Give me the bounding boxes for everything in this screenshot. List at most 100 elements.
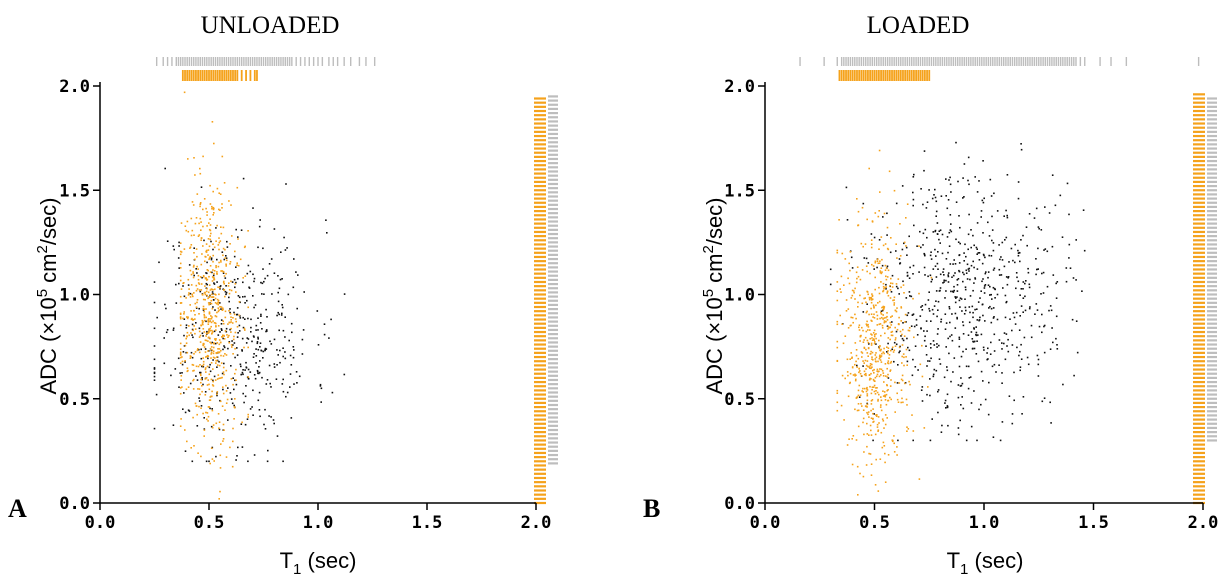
scatter-point-orange — [204, 351, 207, 353]
scatter-point-orange — [198, 222, 200, 225]
scatter-point-black — [252, 273, 254, 276]
scatter-point-black — [253, 353, 255, 355]
scatter-point-orange — [855, 281, 858, 284]
scatter-point-orange — [190, 318, 193, 321]
scatter-point-orange — [895, 310, 898, 313]
scatter-point-black — [243, 401, 245, 404]
scatter-point-orange — [867, 365, 869, 368]
scatter-point-orange — [211, 121, 214, 123]
scatter-point-orange — [209, 337, 211, 340]
scatter-point-orange — [180, 288, 183, 290]
scatter-point-black — [263, 293, 265, 295]
scatter-point-orange — [206, 269, 209, 271]
scatter-point-black — [959, 306, 961, 308]
scatter-point-black — [955, 141, 957, 144]
scatter-point-orange — [864, 297, 866, 299]
scatter-point-orange — [892, 351, 895, 353]
scatter-point-orange — [207, 318, 210, 320]
scatter-point-orange — [179, 425, 182, 427]
scatter-point-orange — [888, 170, 891, 173]
scatter-point-orange — [879, 406, 882, 408]
panel-b-x-axis-label: T1 (sec) — [947, 548, 1024, 576]
scatter-point-orange — [185, 229, 188, 232]
scatter-point-black — [1056, 344, 1058, 346]
scatter-point-orange — [882, 351, 885, 353]
x-tick-label: 0.0 — [750, 513, 781, 533]
scatter-point-black — [278, 313, 280, 316]
scatter-point-orange — [885, 375, 887, 377]
scatter-point-black — [1028, 286, 1031, 289]
scatter-point-orange — [179, 392, 182, 395]
scatter-point-orange — [889, 297, 892, 299]
scatter-point-orange — [876, 318, 879, 320]
scatter-point-orange — [209, 203, 212, 205]
scatter-point-orange — [202, 342, 205, 345]
scatter-point-orange — [199, 205, 201, 208]
scatter-point-black — [978, 180, 980, 182]
scatter-point-orange — [880, 431, 883, 434]
scatter-point-black — [222, 272, 225, 274]
scatter-point-black — [955, 297, 957, 299]
scatter-point-black — [929, 254, 932, 257]
scatter-point-orange — [902, 284, 905, 286]
scatter-point-orange — [209, 235, 211, 237]
scatter-point-black — [958, 345, 961, 348]
scatter-point-orange — [198, 330, 201, 333]
scatter-point-black — [220, 308, 222, 310]
scatter-point-black — [273, 272, 276, 274]
scatter-point-orange — [192, 329, 194, 332]
scatter-point-black — [1043, 351, 1046, 354]
scatter-point-orange — [862, 387, 864, 390]
scatter-point-black — [990, 293, 992, 296]
scatter-point-black — [931, 308, 934, 311]
scatter-point-orange — [219, 467, 222, 469]
scatter-point-black — [282, 347, 284, 349]
scatter-point-orange — [212, 331, 214, 333]
scatter-point-black — [974, 277, 976, 279]
scatter-point-black — [174, 368, 177, 370]
scatter-point-orange — [870, 434, 873, 436]
scatter-point-orange — [179, 354, 182, 356]
scatter-point-orange — [873, 306, 875, 308]
scatter-point-black — [901, 337, 904, 340]
scatter-point-black — [255, 362, 257, 364]
scatter-point-black — [185, 324, 188, 326]
scatter-point-orange — [906, 430, 908, 432]
scatter-point-orange — [196, 349, 199, 352]
scatter-point-black — [1072, 277, 1075, 279]
scatter-point-orange — [864, 336, 867, 339]
scatter-point-orange — [859, 370, 861, 372]
scatter-point-black — [992, 242, 995, 244]
scatter-point-black — [968, 183, 970, 186]
scatter-point-black — [969, 311, 971, 314]
scatter-point-black — [216, 392, 218, 394]
scatter-point-black — [319, 385, 322, 387]
scatter-point-orange — [188, 288, 190, 290]
scatter-point-orange — [876, 260, 879, 262]
scatter-point-black — [930, 347, 932, 349]
scatter-point-orange — [918, 245, 920, 247]
scatter-point-orange — [862, 245, 864, 248]
scatter-point-orange — [212, 289, 214, 291]
scatter-point-black — [923, 339, 926, 342]
scatter-point-black — [971, 338, 974, 340]
scatter-point-orange — [867, 341, 870, 344]
scatter-point-orange — [225, 384, 227, 387]
scatter-point-orange — [232, 317, 234, 319]
scatter-point-black — [207, 357, 209, 360]
scatter-point-orange — [873, 342, 876, 345]
scatter-point-orange — [889, 284, 891, 287]
scatter-point-black — [1044, 206, 1046, 208]
scatter-point-black — [988, 254, 990, 257]
scatter-point-black — [183, 345, 186, 347]
scatter-point-orange — [244, 275, 247, 277]
scatter-point-orange — [204, 339, 207, 341]
scatter-point-black — [1043, 324, 1046, 327]
scatter-point-orange — [190, 244, 193, 246]
scatter-point-black — [290, 322, 293, 325]
scatter-point-black — [225, 293, 227, 296]
scatter-point-black — [240, 229, 243, 231]
scatter-point-orange — [230, 204, 232, 206]
scatter-point-orange — [838, 219, 840, 221]
